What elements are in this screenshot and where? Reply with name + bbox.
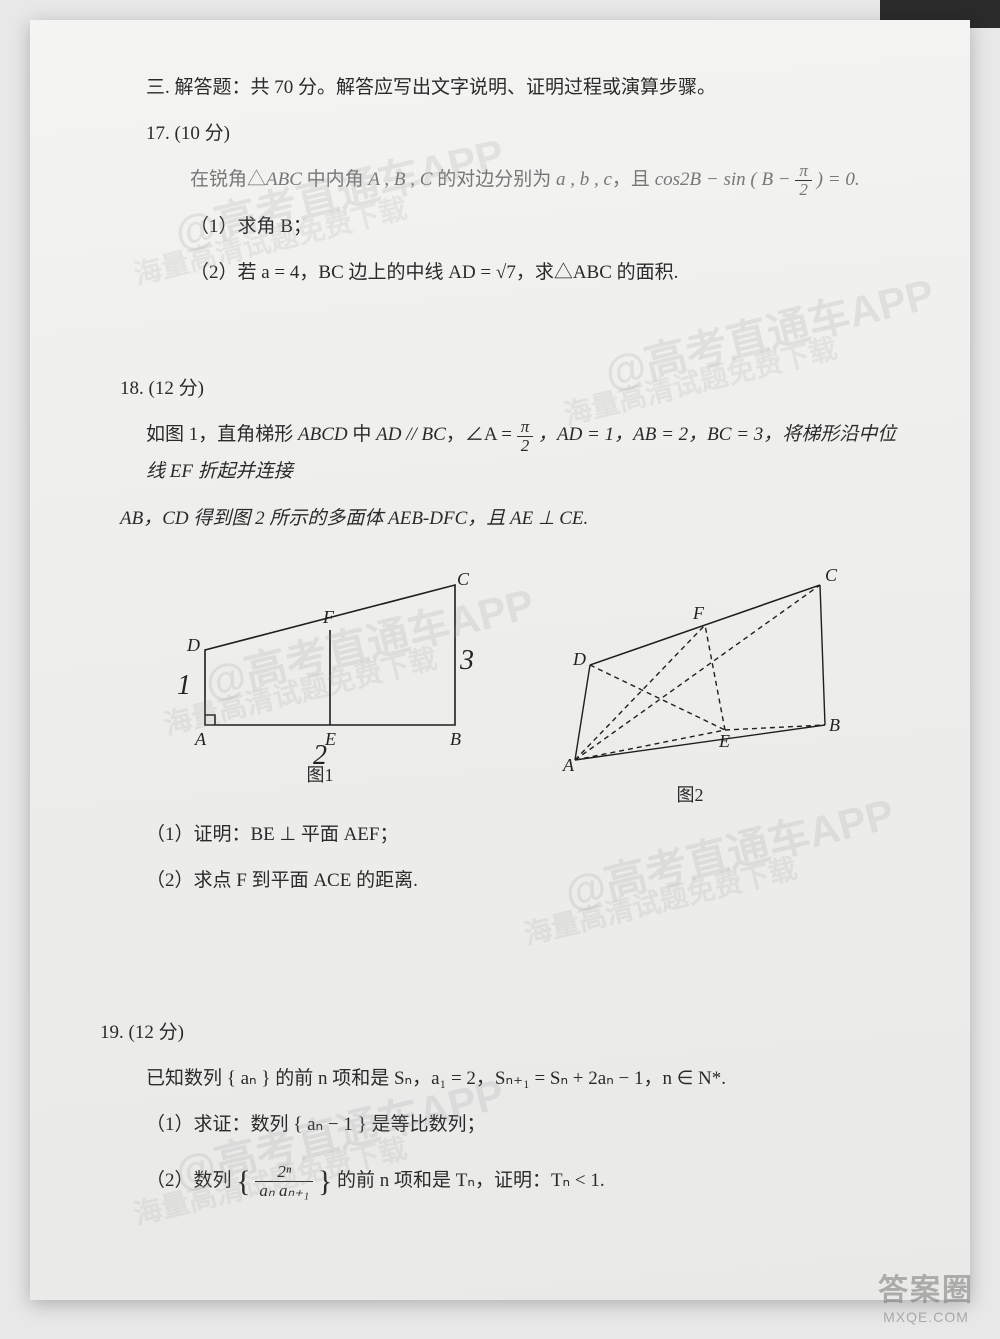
q19-points: (12 分): [129, 1022, 184, 1043]
q17-stem-b: 中内角: [302, 169, 369, 190]
q18-stem-line2: AB，CD 得到图 2 所示的多面体 AEB-DFC，且 AE ⊥ CE.: [100, 501, 910, 537]
svg-text:D: D: [186, 635, 200, 655]
q18-heading: 18. (12 分): [100, 371, 910, 407]
q17-angles: A , B , C: [368, 169, 432, 190]
svg-text:B: B: [450, 729, 461, 749]
q17-eq-end: ) = 0.: [817, 169, 860, 190]
svg-text:F: F: [322, 607, 335, 627]
q19-p2a: （2）数列: [146, 1170, 232, 1191]
svg-text:C: C: [825, 565, 838, 585]
q19-brace-open: {: [236, 1165, 250, 1198]
q17-part2-text: （2）若 a = 4，BC 边上的中线 AD = √7，求△ABC 的面积.: [190, 262, 678, 283]
exam-page: 三. 解答题：共 70 分。解答应写出文字说明、证明过程或演算步骤。 17. (…: [30, 20, 970, 1300]
corner-logo: 答案圈 MXQE.COM: [866, 1265, 986, 1325]
q18-angle-lead: ，∠A =: [446, 424, 512, 445]
q18-part1: （1）证明：BE ⊥ 平面 AEF；: [100, 817, 910, 853]
q18-number: 18.: [120, 378, 144, 399]
figure2-box: A E B D F C 图2: [535, 555, 845, 807]
q19-p2b: 的前 n 项和是 Tₙ，证明：Tₙ < 1.: [337, 1170, 605, 1191]
q17-frac-num: π: [795, 162, 812, 181]
hand-label-2: 2: [313, 740, 327, 772]
q17-eq-open: ( B −: [750, 169, 790, 190]
hand-label-3: 3: [460, 645, 474, 677]
svg-text:A: A: [194, 729, 207, 749]
q17-stem-c: 的对边分别为: [432, 169, 556, 190]
q17-sides: a , b , c: [556, 169, 612, 190]
figure1-svg: A E B D F C: [165, 555, 475, 755]
svg-text:B: B: [829, 715, 840, 735]
q18-stem-line1: 如图 1，直角梯形 ABCD 中 AD // BC，∠A = π 2 ，AD =…: [100, 417, 910, 490]
figure2-caption: 图2: [535, 781, 845, 807]
spacer: [100, 301, 910, 371]
q17-heading: 17. (10 分): [100, 116, 910, 152]
hand-label-1: 1: [177, 670, 191, 702]
figure2-svg: A E B D F C: [535, 555, 845, 775]
q18-part2: （2）求点 F 到平面 ACE 的距离.: [100, 863, 910, 899]
q18-s1a: 如图 1，直角梯形: [146, 424, 298, 445]
spacer2: [100, 909, 910, 979]
q18-abcd: ABCD: [298, 424, 348, 445]
q17-number: 17.: [146, 123, 170, 144]
q18-angle-frac: π 2: [517, 418, 534, 455]
svg-text:F: F: [692, 603, 705, 623]
q18-af-num: π: [517, 418, 534, 437]
figure-row: A E B D F C 图1 1 2 3: [100, 555, 910, 807]
q19-heading: 19. (12 分): [100, 1015, 910, 1051]
q18-points: (12 分): [149, 378, 204, 399]
q17-part1: （1）求角 B；: [100, 209, 910, 245]
corner-logo-big: 答案圈: [866, 1265, 986, 1309]
svg-text:A: A: [562, 755, 575, 775]
spacer3: [100, 979, 910, 1015]
q17-part2: （2）若 a = 4，BC 边上的中线 AD = √7，求△ABC 的面积.: [100, 255, 910, 291]
section-header: 三. 解答题：共 70 分。解答应写出文字说明、证明过程或演算步骤。: [100, 70, 910, 106]
svg-text:E: E: [718, 731, 730, 751]
q17-triangle: ABC: [266, 169, 302, 190]
q17-stem: 在锐角△ABC 中内角 A , B , C 的对边分别为 a , b , c，且…: [100, 162, 910, 199]
q17-frac-den: 2: [795, 181, 812, 199]
svg-text:D: D: [572, 649, 586, 669]
q19-part2: （2）数列 { 2ⁿ aₙ aₙ₊₁ } 的前 n 项和是 Tₙ，证明：Tₙ <…: [100, 1153, 910, 1210]
q17-eq-lhs: cos2B − sin: [655, 169, 746, 190]
q18-stem2: AB，CD 得到图 2 所示的多面体 AEB-DFC，且 AE ⊥ CE.: [120, 508, 588, 529]
q19-part1: （1）求证：数列 { aₙ − 1 } 是等比数列；: [100, 1107, 910, 1143]
q17-points: (10 分): [175, 123, 230, 144]
q19-frac: 2ⁿ aₙ aₙ₊₁: [255, 1163, 313, 1200]
q19-brace-close: }: [318, 1165, 332, 1198]
q19-number: 19.: [100, 1022, 124, 1043]
q18-s1b: 中: [348, 424, 377, 445]
q17-stem-a: 在锐角△: [190, 169, 266, 190]
q17-stem-d: ，且: [612, 169, 655, 190]
q19-stem: 已知数列 { aₙ } 的前 n 项和是 Sₙ，a₁ = 2，Sₙ₊₁ = Sₙ…: [100, 1061, 910, 1097]
corner-logo-url: MXQE.COM: [866, 1309, 986, 1325]
q19-frac-den: aₙ aₙ₊₁: [255, 1182, 313, 1200]
q17-eq-frac: π 2: [795, 162, 812, 199]
q19-frac-num: 2ⁿ: [255, 1163, 313, 1182]
svg-text:C: C: [457, 569, 470, 589]
q18-parallel: AD // BC: [376, 424, 446, 445]
figure1-box: A E B D F C 图1 1 2 3: [165, 555, 475, 807]
q18-af-den: 2: [517, 437, 534, 455]
